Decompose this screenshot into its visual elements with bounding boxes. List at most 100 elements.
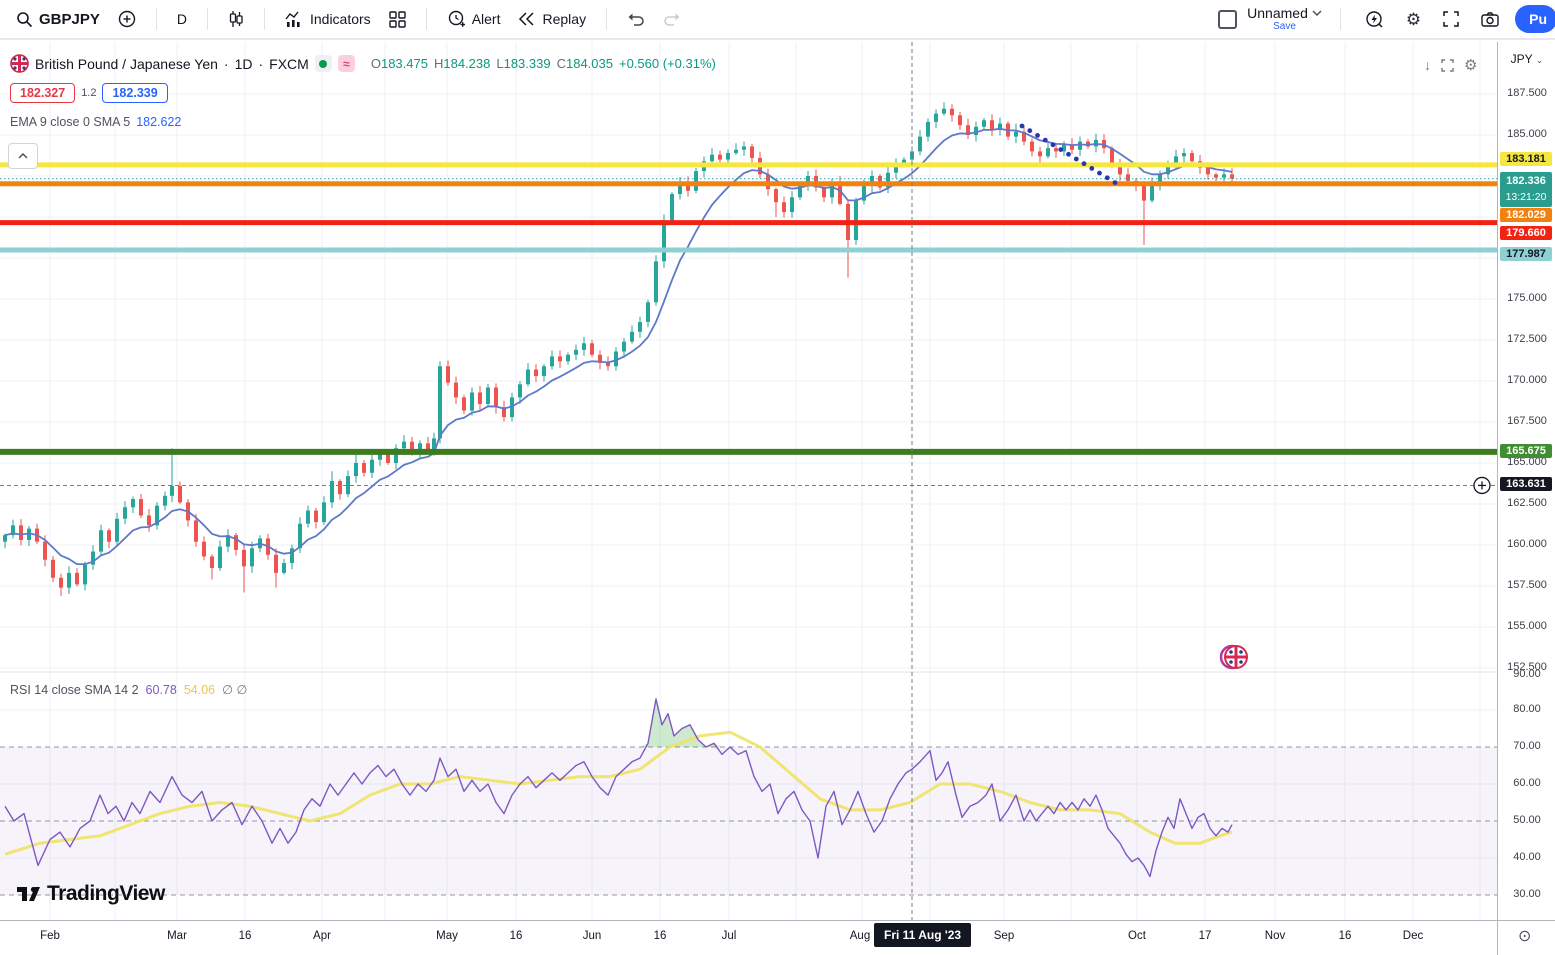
candle-body [606, 362, 610, 367]
candle-body [886, 172, 890, 188]
save-link[interactable]: Save [1273, 21, 1296, 32]
candle-body [147, 515, 151, 526]
candle-body [298, 523, 302, 549]
candle-body [378, 453, 382, 460]
select-checkbox[interactable] [1218, 9, 1238, 29]
redo-icon [664, 13, 680, 26]
high-label: H [433, 56, 444, 71]
price-level-label: 177.987 [1500, 247, 1552, 261]
pane-collapse-icon[interactable]: ↓ [1424, 57, 1431, 73]
rsi-legend[interactable]: RSI 14 close SMA 14 2 60.78 54.06 ∅ ∅ [10, 682, 247, 698]
ohlc-readout: O183.475 H184.238 L183.339 C184.035 +0.5… [371, 56, 716, 71]
trend-dot [1058, 147, 1064, 152]
alert-button[interactable]: Alert [441, 6, 507, 33]
price-axis[interactable]: JPY ⌄ 187.500 185.000 175.000 172.500 170.00… [1497, 42, 1555, 920]
compare-add-button[interactable] [112, 6, 142, 32]
trend-dot [1097, 170, 1102, 176]
toolbar-divider [425, 8, 427, 30]
price-axis-tick: 157.500 [1507, 579, 1547, 591]
publish-button[interactable]: Pu [1515, 5, 1555, 33]
price-axis-tick: 162.500 [1507, 497, 1547, 509]
indicators-icon [285, 11, 300, 27]
symbol-search-button[interactable]: GBPJPY [10, 7, 106, 32]
current-price-value: 182.336 [1506, 175, 1546, 187]
layout-menu[interactable]: Unnamed Save [1247, 6, 1322, 32]
symbol-title[interactable]: British Pound / Japanese Yen [35, 55, 218, 72]
candle-body [170, 485, 174, 496]
pane-settings-icon[interactable]: ⚙ [1464, 57, 1478, 74]
candle-body [1206, 167, 1210, 175]
low-value: 183.339 [503, 56, 551, 71]
candle-body [1030, 141, 1034, 152]
candle-body [362, 463, 366, 473]
pane-collapse-button[interactable] [8, 143, 38, 169]
candle-body [131, 499, 135, 508]
candle-body [694, 171, 698, 191]
price-axis-tick: 30.00 [1513, 888, 1541, 900]
undo-button[interactable] [621, 8, 651, 31]
candle-body [454, 382, 458, 398]
settings-button[interactable]: ⚙ [1400, 7, 1427, 32]
symbol-interval[interactable]: 1D [234, 55, 253, 72]
candle-body [526, 369, 530, 385]
candle-body [686, 182, 690, 191]
change-value: +0.560 (+0.31%) [618, 56, 716, 71]
replay-button[interactable]: Replay [512, 7, 592, 31]
candle-body [1158, 174, 1162, 185]
gbp-flag-icon [10, 54, 29, 73]
timezone-settings-icon[interactable]: ⊙ [1518, 928, 1532, 945]
candle-body [426, 443, 430, 450]
candle-body [250, 548, 254, 567]
time-axis-tick: Dec [1402, 930, 1424, 942]
watermark-text: TradingView [47, 882, 165, 905]
candle-body [614, 351, 618, 367]
currency-dropdown[interactable]: JPY ⌄ [1498, 52, 1555, 66]
flag-marker [1229, 660, 1233, 664]
pane-maximize-icon[interactable] [1441, 58, 1454, 72]
sell-price-button[interactable]: 182.327 [10, 83, 76, 103]
ema-legend[interactable]: EMA 9 close 0 SMA 5 182.622 [10, 115, 716, 129]
candle-body [718, 154, 722, 160]
indicator-templates-button[interactable] [383, 7, 412, 32]
candle-body [1190, 153, 1194, 162]
time-axis-tick: 16 [653, 930, 667, 942]
candle-body [1022, 131, 1026, 142]
candle-body [1062, 144, 1066, 152]
timeframe-button[interactable]: D [171, 7, 193, 31]
high-value: 184.238 [443, 56, 491, 71]
price-axis-tick: 170.000 [1507, 374, 1547, 386]
fullscreen-button[interactable] [1437, 7, 1465, 31]
buy-price-button[interactable]: 182.339 [102, 83, 168, 103]
time-axis[interactable]: Fri 11 Aug '23 ⊙ Feb Mar 16 Apr May 16 Jun 16 Ju… [0, 920, 1555, 955]
symbol-exchange[interactable]: FXCM [269, 55, 309, 72]
price-axis-tick: 80.00 [1513, 703, 1541, 715]
price-axis-tick: 165.000 [1507, 456, 1547, 468]
indicators-button[interactable]: Indicators [279, 7, 377, 32]
candle-body [958, 115, 962, 126]
candle-body [1214, 174, 1218, 178]
candle-body [322, 502, 326, 523]
candle-body [790, 197, 794, 213]
price-axis-tick: 167.500 [1507, 415, 1547, 427]
trend-dot [1112, 180, 1118, 186]
currency-label: JPY [1510, 52, 1533, 66]
delayed-data-badge[interactable]: ≈ [337, 55, 355, 72]
screenshot-button[interactable] [1475, 8, 1505, 31]
candle-body [1166, 164, 1170, 175]
candle-body [630, 331, 634, 342]
candle-body [139, 499, 143, 516]
candle-body [59, 577, 63, 588]
candle-body [638, 321, 642, 332]
candle-body [734, 149, 738, 154]
candle-body [654, 261, 658, 303]
price-axis-tick: 155.000 [1507, 620, 1547, 632]
redo-button[interactable] [657, 8, 687, 31]
quick-search-button[interactable] [1359, 6, 1390, 33]
candle-body [432, 438, 436, 450]
market-status-pill[interactable] [314, 55, 332, 72]
chart-area: British Pound / Japanese Yen · 1D · FXCM… [0, 42, 1555, 920]
candle-body [462, 397, 466, 411]
flag-marker [1229, 650, 1233, 654]
chart-style-button[interactable] [222, 6, 250, 32]
price-chart-canvas[interactable] [0, 42, 1497, 920]
